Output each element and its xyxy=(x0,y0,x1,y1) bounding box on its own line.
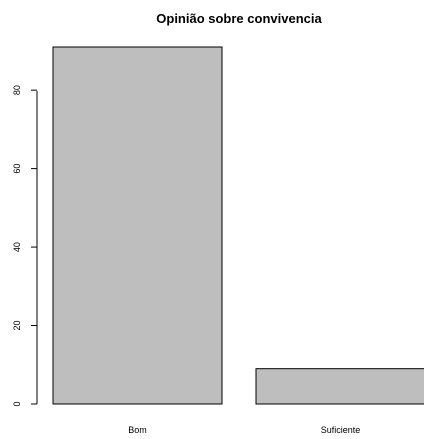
y-tick-label: 80 xyxy=(12,85,22,95)
category-label-suficiente: Suficiente xyxy=(321,425,361,434)
category-labels: Bom Suficiente xyxy=(128,425,361,435)
bars-group xyxy=(52,46,424,405)
y-tick-label: 40 xyxy=(12,242,22,252)
y-tick-label: 0 xyxy=(12,401,22,406)
category-label-bom: Bom xyxy=(128,425,147,434)
bar-bom xyxy=(52,46,223,405)
bar-suficiente xyxy=(255,368,424,405)
chart-title: Opinião sobre convivencia xyxy=(156,11,322,26)
y-axis-ticks: 0 20 40 60 80 xyxy=(12,85,37,407)
y-tick-label: 60 xyxy=(12,164,22,174)
y-tick-label: 20 xyxy=(12,321,22,331)
